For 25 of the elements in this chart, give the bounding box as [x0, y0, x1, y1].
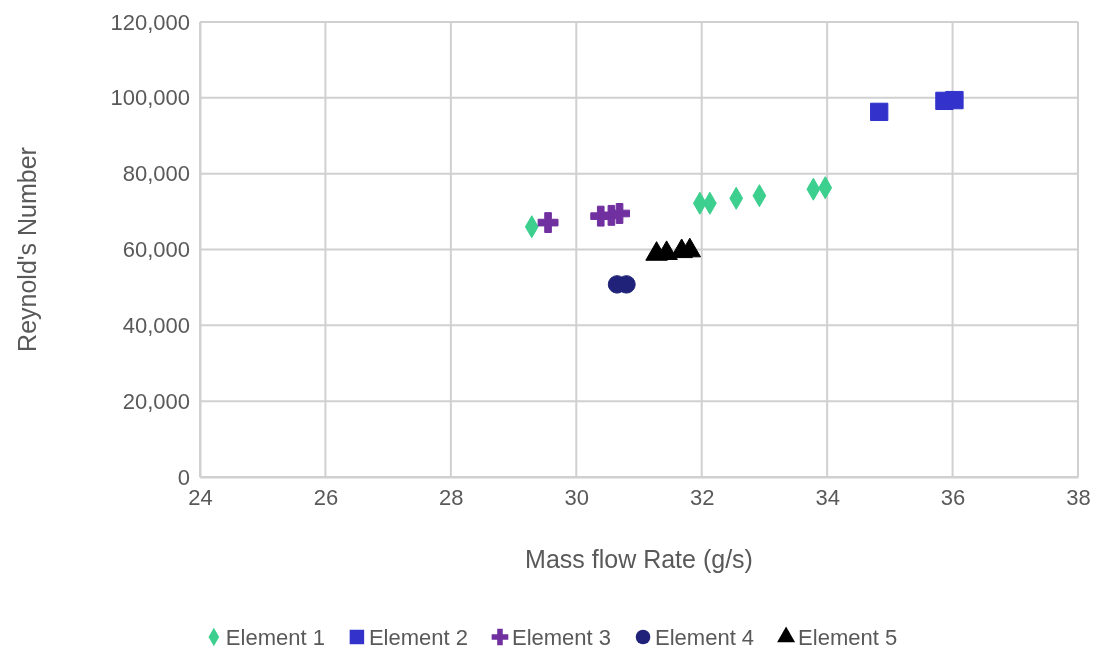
- x-tick-label: 36: [940, 484, 966, 510]
- x-tick-label: 26: [313, 484, 339, 510]
- y-axis-title: Reynold's Number: [13, 147, 41, 352]
- y-tick-label: 20,000: [122, 388, 190, 414]
- point: [870, 102, 889, 122]
- x-axis-title: Mass flow Rate (g/s): [525, 545, 753, 573]
- x-tick-label: 30: [564, 484, 590, 510]
- legend-label: Element 3: [511, 625, 612, 650]
- x-tick-label: 24: [188, 484, 213, 510]
- y-tick-label: 80,000: [122, 161, 190, 187]
- x-tick-label: 38: [1066, 484, 1091, 510]
- legend-label: Element 1: [225, 625, 325, 650]
- x-tick-label: 34: [815, 484, 840, 510]
- y-tick-label: 120,000: [110, 9, 190, 35]
- y-tick-label: 0: [177, 464, 190, 490]
- legend-label: Element 2: [368, 625, 468, 650]
- y-tick-label: 60,000: [122, 237, 190, 263]
- point: [537, 212, 559, 234]
- x-tick-label: 32: [689, 484, 715, 510]
- y-tick-label: 40,000: [122, 312, 190, 338]
- x-tick-label: 28: [439, 484, 464, 510]
- point: [945, 90, 964, 110]
- legend-label: Element 5: [798, 625, 898, 650]
- y-tick-label: 100,000: [110, 85, 190, 111]
- legend-label: Element 4: [655, 625, 755, 650]
